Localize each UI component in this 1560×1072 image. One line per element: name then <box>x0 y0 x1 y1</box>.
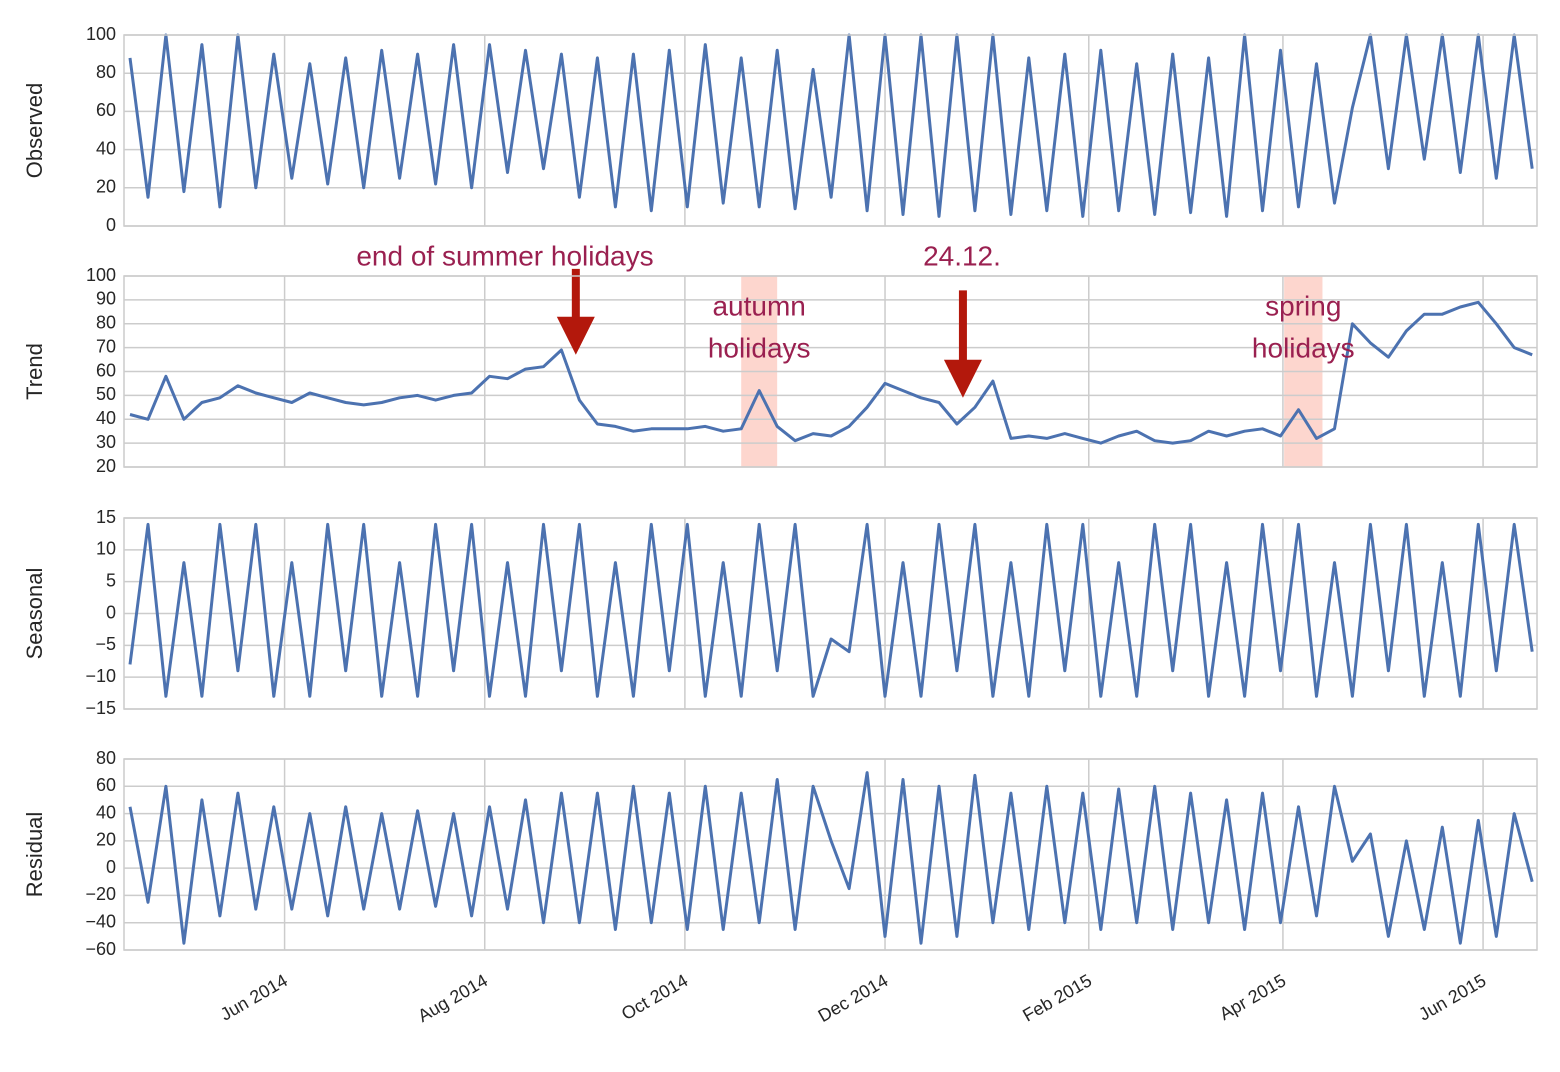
annotation-label: end of summer holidays <box>356 240 653 271</box>
y-tick-label: −10 <box>85 666 116 686</box>
axes-frame <box>123 275 1538 468</box>
y-axis-label: Trend <box>22 343 47 400</box>
y-tick-label: 20 <box>96 177 116 197</box>
y-tick-label: 60 <box>96 360 116 380</box>
y-tick-label: 50 <box>96 384 116 404</box>
axes-frame <box>123 517 1538 710</box>
y-tick-label: 60 <box>96 775 116 795</box>
y-tick-label: 20 <box>96 456 116 476</box>
span-label: holidays <box>708 332 811 363</box>
y-tick-label: 40 <box>96 138 116 158</box>
y-tick-label: 10 <box>96 539 116 559</box>
y-tick-label: 20 <box>96 830 116 850</box>
y-tick-label: −60 <box>85 939 116 959</box>
x-tick-label: Apr 2015 <box>1216 970 1289 1024</box>
annotation-arrow <box>943 290 982 398</box>
y-tick-label: 0 <box>106 215 116 235</box>
y-tick-label: −5 <box>95 634 116 654</box>
span-label: holidays <box>1252 332 1355 363</box>
span-label: spring <box>1265 290 1341 321</box>
y-tick-label: 15 <box>96 507 116 527</box>
y-tick-label: 40 <box>96 408 116 428</box>
y-axis-label: Seasonal <box>22 568 47 660</box>
x-tick-label: Dec 2014 <box>815 970 892 1026</box>
y-tick-label: 70 <box>96 336 116 356</box>
x-tick-label: Aug 2014 <box>414 970 491 1026</box>
x-tick-label: Jun 2014 <box>217 970 291 1024</box>
annotation-arrow <box>556 268 595 355</box>
axes-frame <box>123 758 1538 951</box>
y-tick-label: 0 <box>106 602 116 622</box>
y-tick-label: 5 <box>106 570 116 590</box>
series-line <box>129 300 1533 445</box>
axes-frame <box>123 34 1538 227</box>
y-tick-label: 100 <box>86 265 116 285</box>
x-tick-label: Feb 2015 <box>1019 970 1095 1025</box>
y-tick-label: 80 <box>96 313 116 333</box>
y-tick-label: 100 <box>86 24 116 44</box>
y-tick-label: −40 <box>85 911 116 931</box>
x-tick-label: Oct 2014 <box>618 970 691 1024</box>
y-tick-label: 30 <box>96 432 116 452</box>
series-line <box>128 33 1534 218</box>
series-line <box>128 771 1534 945</box>
y-tick-label: 90 <box>96 289 116 309</box>
y-axis-label: Observed <box>22 83 47 178</box>
span-label: autumn <box>712 290 805 321</box>
y-tick-label: 0 <box>106 857 116 877</box>
y-tick-label: 40 <box>96 802 116 822</box>
y-tick-label: 80 <box>96 748 116 768</box>
y-tick-label: 80 <box>96 62 116 82</box>
y-tick-label: −15 <box>85 698 116 718</box>
annotation-label: 24.12. <box>923 240 1001 271</box>
y-axis-label: Residual <box>22 812 47 898</box>
x-tick-label: Jun 2015 <box>1415 970 1489 1024</box>
y-tick-label: 60 <box>96 100 116 120</box>
series-line <box>128 522 1534 698</box>
y-tick-label: −20 <box>85 884 116 904</box>
